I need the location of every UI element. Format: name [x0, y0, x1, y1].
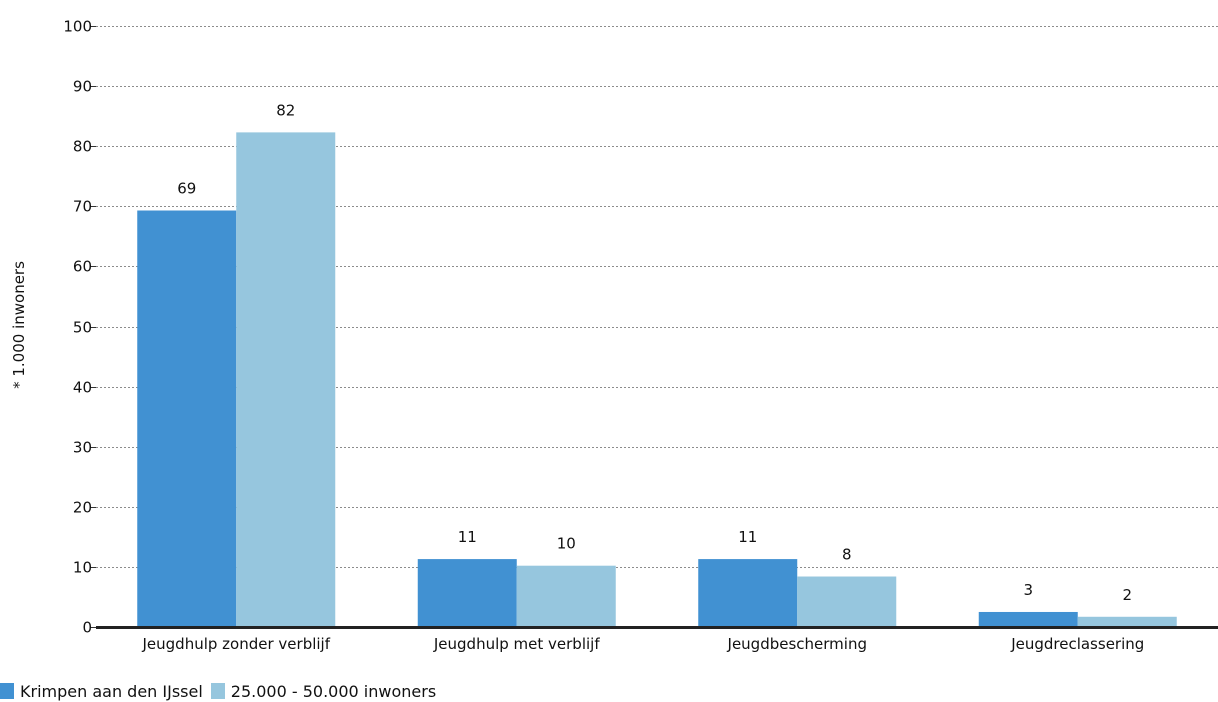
legend-item-krimpen[interactable]: Krimpen aan den IJssel [0, 682, 203, 701]
y-tick-label: 20 [73, 499, 92, 517]
y-tick-label: 100 [63, 18, 92, 36]
data-label: 8 [842, 546, 852, 564]
bar[interactable] [797, 576, 897, 627]
category-label: Jeugdreclassering [1010, 635, 1144, 653]
y-tick-label: 80 [73, 138, 92, 156]
gridlines [96, 26, 1218, 568]
y-tick-label: 70 [73, 198, 92, 216]
y-tick-label: 60 [73, 258, 92, 276]
bar[interactable] [417, 559, 517, 627]
legend-item-size-class[interactable]: 25.000 - 50.000 inwoners [210, 681, 437, 701]
data-label: 82 [276, 101, 295, 119]
bar-chart: 0 10 20 30 40 50 60 70 80 90 100 69 82 11 10 11 8 3 2 Jeu… [10, 18, 1218, 653]
data-labels: 69 82 11 10 11 8 3 2 [177, 101, 1132, 603]
data-label: 69 [177, 180, 196, 198]
category-labels: Jeugdhulp zonder verblijf Jeugdhulp met v… [142, 635, 1145, 653]
data-label: 3 [1023, 581, 1033, 599]
bar[interactable] [516, 565, 616, 627]
bars [137, 132, 1177, 627]
y-tick-label: 30 [73, 439, 92, 457]
data-label: 11 [738, 528, 757, 546]
legend-swatch-krimpen [0, 683, 14, 699]
bar[interactable] [698, 559, 798, 627]
legend-swatch-size-class [210, 683, 225, 699]
bar[interactable] [1077, 616, 1177, 627]
bar[interactable] [137, 210, 237, 627]
y-tick-label: 40 [73, 379, 92, 397]
legend: Krimpen aan den IJssel 25.000 - 50.000 i… [0, 680, 444, 702]
y-axis-ticks: 0 10 20 30 40 50 60 70 80 90 100 [63, 18, 96, 637]
y-tick-label: 0 [82, 619, 92, 637]
bar[interactable] [236, 132, 336, 627]
y-tick-label: 90 [73, 78, 92, 96]
data-label: 11 [458, 528, 477, 546]
data-label: 10 [557, 535, 576, 553]
legend-label-size-class: 25.000 - 50.000 inwoners [230, 681, 437, 701]
y-tick-label: 50 [73, 319, 92, 337]
bar[interactable] [978, 611, 1078, 627]
data-label: 2 [1122, 586, 1132, 604]
category-label: Jeugdhulp zonder verblijf [142, 635, 331, 653]
y-tick-label: 10 [73, 559, 92, 577]
category-label: Jeugdbescherming [727, 635, 867, 653]
y-axis-title: * 1.000 inwoners [10, 261, 28, 389]
legend-label-krimpen: Krimpen aan den IJssel [20, 681, 203, 701]
category-label: Jeugdhulp met verblijf [433, 635, 600, 653]
